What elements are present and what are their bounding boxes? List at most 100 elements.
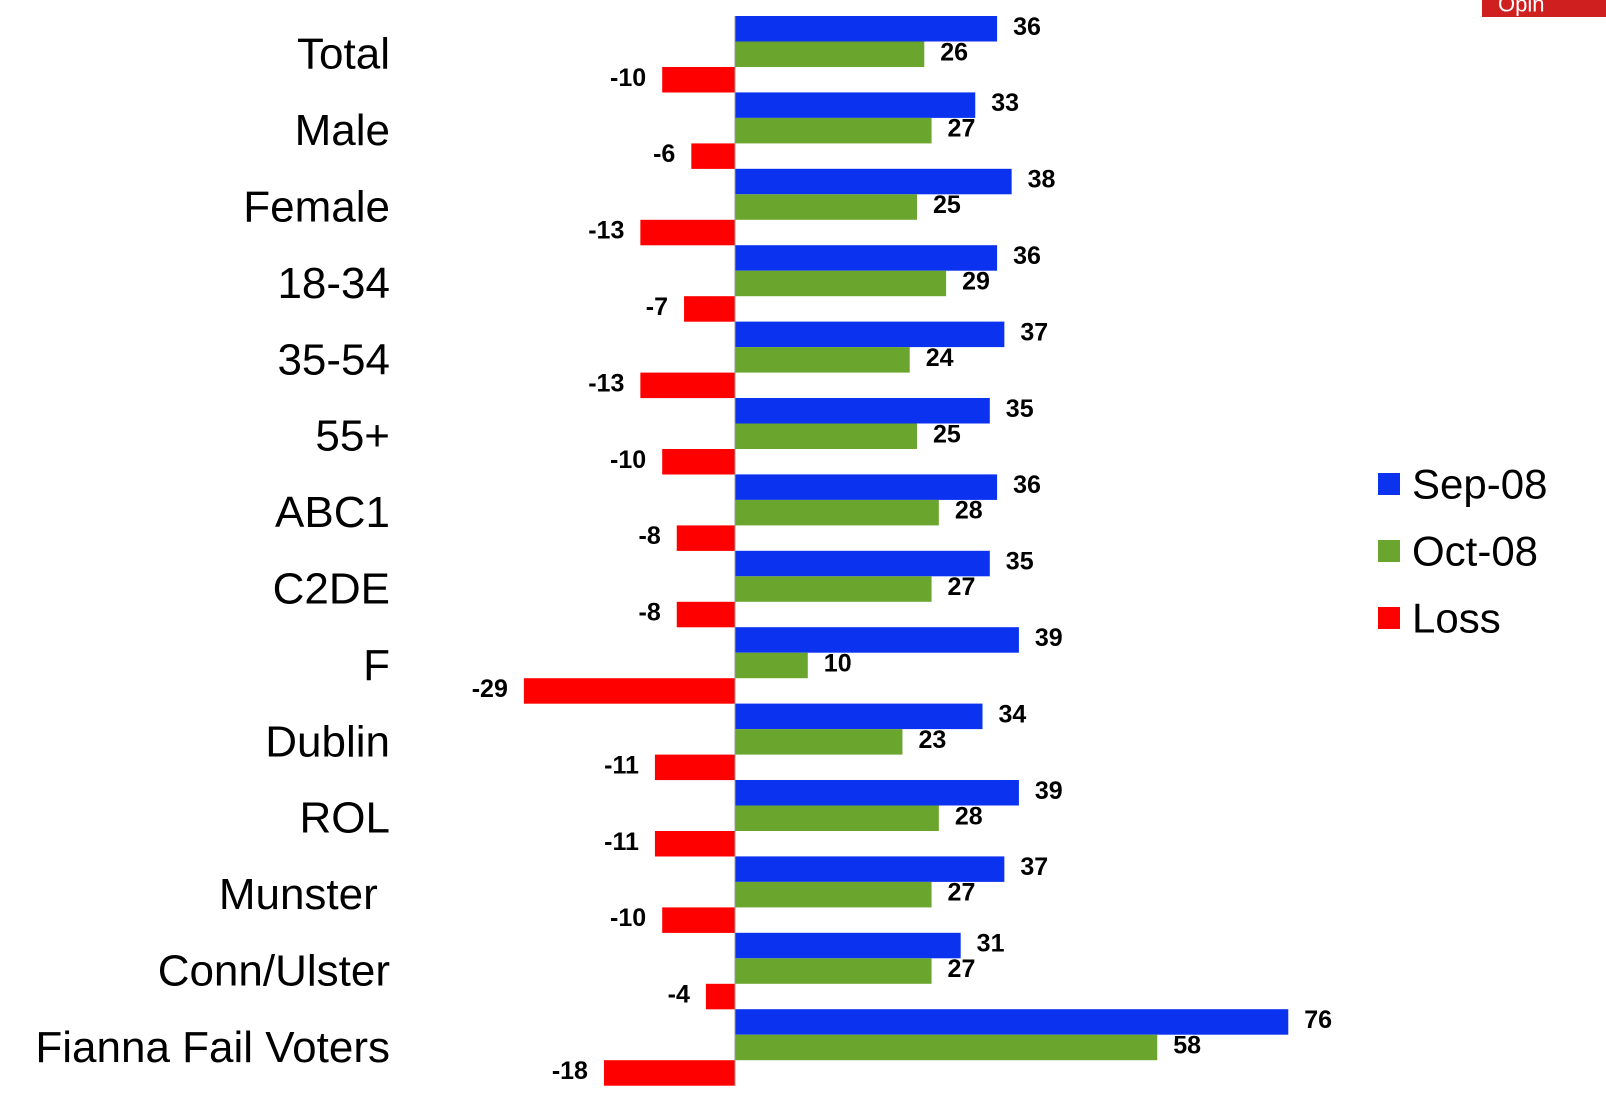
bar bbox=[735, 881, 932, 908]
value-label: 37 bbox=[1020, 853, 1048, 881]
bar bbox=[735, 627, 1019, 653]
legend-swatch bbox=[1378, 607, 1400, 629]
value-label: 27 bbox=[948, 573, 976, 601]
value-label: 76 bbox=[1304, 1006, 1332, 1034]
value-label: 23 bbox=[918, 726, 946, 754]
bar bbox=[735, 270, 947, 297]
value-label: 29 bbox=[962, 267, 990, 295]
bar bbox=[735, 1009, 1289, 1035]
value-label: 28 bbox=[955, 497, 983, 525]
bar bbox=[735, 729, 903, 755]
bar bbox=[676, 601, 735, 628]
value-label: 25 bbox=[933, 191, 961, 219]
value-label: -11 bbox=[604, 751, 639, 779]
bar bbox=[735, 932, 961, 959]
bar bbox=[523, 678, 735, 704]
bar bbox=[735, 321, 1005, 348]
bar bbox=[705, 983, 735, 1010]
category-label: Total bbox=[297, 30, 390, 79]
badge-text: Opin bbox=[1498, 0, 1544, 17]
value-label: 34 bbox=[999, 700, 1027, 728]
legend-label: Sep-08 bbox=[1412, 461, 1547, 508]
bar bbox=[662, 907, 735, 933]
value-label: -18 bbox=[552, 1057, 588, 1085]
value-label: -7 bbox=[646, 293, 668, 321]
value-label: -29 bbox=[472, 675, 508, 703]
bar bbox=[735, 805, 939, 831]
bar bbox=[735, 92, 976, 118]
legend-swatch bbox=[1378, 473, 1400, 495]
value-label: 35 bbox=[1006, 395, 1034, 423]
value-label: 38 bbox=[1028, 166, 1056, 194]
value-label: -8 bbox=[639, 599, 661, 627]
value-label: 28 bbox=[955, 802, 983, 830]
category-label: C2DE bbox=[273, 565, 390, 614]
value-label: -13 bbox=[588, 217, 624, 245]
value-label: -10 bbox=[610, 64, 646, 92]
bar bbox=[735, 499, 939, 526]
value-label: -11 bbox=[604, 828, 639, 856]
value-label: 10 bbox=[824, 649, 852, 677]
bar bbox=[662, 449, 735, 475]
bar bbox=[735, 16, 998, 42]
value-label: 26 bbox=[940, 38, 968, 66]
value-label: 35 bbox=[1006, 548, 1034, 576]
value-label: -13 bbox=[588, 369, 624, 397]
value-label: -6 bbox=[653, 140, 675, 168]
category-label: 18-34 bbox=[277, 259, 390, 308]
category-label: Dublin bbox=[265, 717, 390, 766]
value-label: -8 bbox=[639, 522, 661, 550]
value-label: -10 bbox=[610, 446, 646, 474]
bar bbox=[654, 754, 735, 781]
value-label: 36 bbox=[1013, 242, 1041, 270]
bar bbox=[640, 372, 735, 399]
category-label: ROL bbox=[300, 794, 390, 843]
bar bbox=[735, 41, 925, 67]
bar bbox=[735, 958, 932, 984]
value-label: -10 bbox=[610, 904, 646, 932]
bar bbox=[735, 398, 990, 424]
bar bbox=[735, 703, 983, 730]
value-label: 33 bbox=[991, 89, 1019, 117]
value-label: 37 bbox=[1020, 318, 1048, 346]
category-label: Fianna Fail Voters bbox=[35, 1023, 390, 1072]
bar bbox=[654, 831, 735, 857]
value-label: 27 bbox=[948, 115, 976, 143]
category-label: F bbox=[363, 641, 390, 690]
category-label: Female bbox=[243, 183, 390, 232]
bar bbox=[735, 347, 910, 373]
value-label: 24 bbox=[926, 344, 954, 372]
bar bbox=[735, 576, 932, 602]
category-label: Male bbox=[295, 106, 390, 155]
bar bbox=[684, 296, 735, 322]
value-label: 39 bbox=[1035, 624, 1063, 652]
bar bbox=[735, 245, 998, 271]
bar bbox=[735, 474, 998, 500]
category-label: Conn/Ulster bbox=[158, 947, 390, 996]
bar bbox=[640, 219, 735, 246]
bar bbox=[735, 856, 1005, 882]
bar bbox=[735, 1034, 1158, 1061]
bar bbox=[603, 1060, 735, 1086]
bar bbox=[735, 194, 917, 220]
category-label: 55+ bbox=[315, 412, 390, 461]
bar bbox=[676, 525, 735, 551]
badge bbox=[1482, 0, 1606, 17]
bar bbox=[735, 780, 1019, 806]
bar bbox=[735, 117, 932, 144]
value-label: -4 bbox=[668, 981, 690, 1009]
value-label: 36 bbox=[1013, 471, 1041, 499]
category-label: Munster bbox=[219, 870, 390, 919]
value-label: 27 bbox=[948, 879, 976, 907]
category-label: ABC1 bbox=[275, 488, 390, 537]
value-label: 27 bbox=[948, 955, 976, 983]
bar bbox=[735, 550, 990, 577]
legend-swatch bbox=[1378, 540, 1400, 562]
bar bbox=[735, 168, 1012, 195]
bar bbox=[691, 143, 735, 169]
legend-label: Loss bbox=[1412, 595, 1501, 642]
category-label: 35-54 bbox=[277, 335, 390, 384]
value-label: 25 bbox=[933, 420, 961, 448]
bar bbox=[735, 423, 917, 449]
